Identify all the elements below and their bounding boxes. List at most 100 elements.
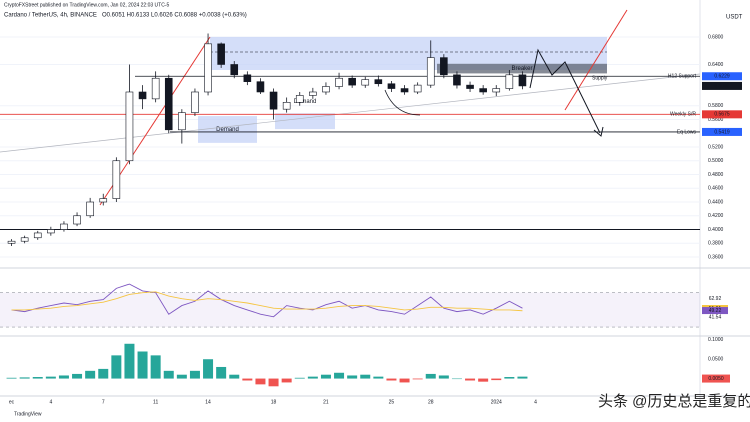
candle-body <box>151 77 160 100</box>
histogram-bar <box>294 377 305 379</box>
zone-label: Breaker <box>511 66 532 72</box>
candle-body <box>361 79 370 86</box>
histogram-bar <box>465 378 476 381</box>
level-label: Eq Lows <box>677 129 697 135</box>
y-tick-label: 0.5600 <box>708 117 724 123</box>
histogram-bar <box>438 375 449 379</box>
candle-body <box>466 84 474 89</box>
candle-body <box>73 215 81 225</box>
candle-body <box>269 91 278 110</box>
price-tag <box>702 81 742 90</box>
candle-body <box>295 95 304 103</box>
histogram-bar <box>6 377 17 379</box>
histogram-bar <box>451 378 462 380</box>
x-tick-label: 4 <box>49 399 52 405</box>
candle-body <box>112 160 121 199</box>
candle-body <box>322 86 330 93</box>
candle-body <box>243 74 252 82</box>
candle-body <box>230 64 239 76</box>
histogram-bar <box>386 378 397 381</box>
x-tick-label: 7 <box>102 399 105 405</box>
y-tick-label: 0.3800 <box>708 241 724 247</box>
candle-body <box>256 81 265 93</box>
level-tag <box>702 127 742 136</box>
histogram-bar <box>163 370 174 379</box>
histogram-bar <box>216 366 227 379</box>
histogram-bar <box>281 378 292 383</box>
histogram-bar <box>72 373 83 379</box>
histogram-bar <box>111 355 122 379</box>
ohlc: O0.6051 H0.6133 L0.6026 C0.6088 +0.0038 … <box>102 13 247 19</box>
zone-label: Demand <box>216 127 239 133</box>
histogram-bar <box>307 376 318 379</box>
x-tick-label: 25 <box>389 399 395 405</box>
candle-body <box>426 57 435 86</box>
level-label: Weekly S/R <box>670 112 696 118</box>
projection <box>384 89 421 116</box>
level-value: 0.5419 <box>714 129 730 135</box>
candle-body <box>309 91 317 96</box>
histogram-bar <box>189 370 200 379</box>
candle-body <box>47 229 55 234</box>
candle-body <box>99 198 108 203</box>
y-tick-label: 0.6400 <box>708 62 724 68</box>
candle-body <box>348 77 356 86</box>
watermark: 头条 @历史总是重复的 <box>598 392 750 410</box>
publisher: CryptoFXStreet published on TradingView.… <box>4 2 169 8</box>
candle-body <box>479 88 487 93</box>
histogram-bar <box>58 375 69 379</box>
histogram-bar <box>320 374 331 379</box>
y-tick-label: 0.4600 <box>708 186 724 192</box>
candle-body <box>492 88 501 93</box>
histogram-bar <box>124 343 135 379</box>
indicator-line <box>11 283 523 318</box>
arrow-head <box>593 126 604 137</box>
histogram-bar <box>373 376 384 379</box>
y-unit: USDT <box>726 15 743 21</box>
x-tick-label: 21 <box>323 399 329 405</box>
histogram-bar <box>137 351 148 379</box>
candle-body <box>374 79 383 85</box>
histogram-bar <box>478 378 489 382</box>
candle-body <box>33 232 42 239</box>
histogram-bar <box>45 376 56 379</box>
level-tag <box>702 72 742 81</box>
candle-body <box>217 43 225 65</box>
histogram-bar <box>203 359 214 379</box>
value-tag-label: 41.54 <box>709 315 722 321</box>
candle-body <box>7 240 16 244</box>
indicator-line <box>11 291 523 312</box>
histogram-bar <box>242 378 253 381</box>
y-tick-label: 0.0500 <box>708 357 724 363</box>
candle-body <box>413 84 422 93</box>
candle-body <box>282 102 291 110</box>
candle-body <box>400 88 409 93</box>
value-tag <box>702 374 730 383</box>
y-tick-label: 0.1000 <box>708 337 724 343</box>
drawings: 0.6800 0.6400 0.5800 0.5600 0.5200 0.5000 0.48… <box>0 9 742 405</box>
zone <box>437 63 607 74</box>
x-tick-label: 18 <box>271 399 277 405</box>
y-tick-label: 0.5800 <box>708 103 724 109</box>
histogram-bar <box>150 355 161 379</box>
x-tick-label: 11 <box>153 399 158 405</box>
candle-body <box>60 223 68 230</box>
zone-label: Demand <box>294 99 317 105</box>
trendline <box>564 9 628 111</box>
candle-body <box>505 74 514 89</box>
candle-body <box>335 77 343 87</box>
y-tick-label: 0.5200 <box>708 144 724 150</box>
histogram-bar <box>98 368 109 379</box>
histogram-bar <box>32 377 43 379</box>
histogram-bar <box>504 377 515 379</box>
brand: TradingView <box>14 411 42 417</box>
x-tick-label: 2024 <box>491 399 502 405</box>
candle-body <box>138 91 147 100</box>
candle-body <box>453 74 461 86</box>
annotation: Supply <box>592 76 608 82</box>
histogram-bar <box>412 378 423 380</box>
histogram-bar <box>176 374 187 379</box>
value-tag-label: 62.92 <box>709 296 722 302</box>
histogram-bar <box>334 372 345 379</box>
value-tag-label: 0.0050 <box>708 376 724 382</box>
